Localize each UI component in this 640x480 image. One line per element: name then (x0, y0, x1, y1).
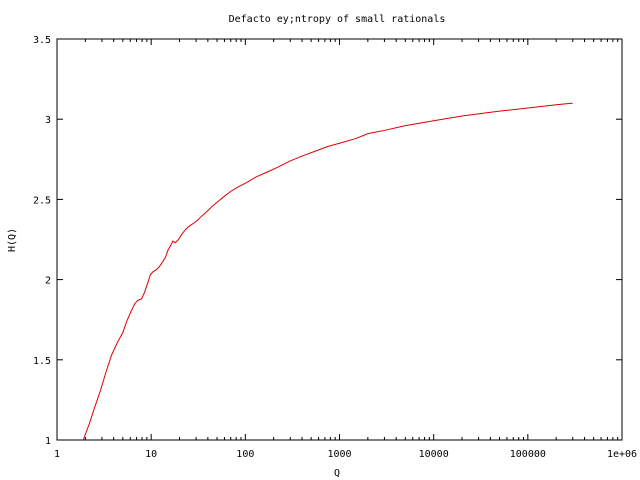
y-tick-label: 1.5 (33, 356, 51, 367)
x-tick-label: 1000 (327, 449, 351, 460)
y-axis-label: H(Q) (7, 228, 18, 252)
y-axis: 1 1.5 2 2.5 3 3.5 (33, 35, 622, 447)
y-tick-label: 2 (45, 276, 51, 287)
y-tick-label: 3.5 (33, 35, 51, 46)
y-tick-label: 1 (45, 436, 51, 447)
x-tick-label: 10 (145, 449, 157, 460)
plot-frame (56, 38, 623, 441)
y-tick-label: 2.5 (33, 195, 51, 206)
y-tick-label: 3 (45, 115, 51, 126)
series-layer (82, 102, 573, 441)
chart-title: Defacto ey;ntropy of small rationals (229, 14, 446, 25)
x-tick-label: 10000 (419, 449, 449, 460)
x-tick-label: 1 (54, 449, 60, 460)
x-tick-label: 1e+06 (607, 449, 637, 460)
x-tick-label: 100000 (510, 449, 546, 460)
x-axis-label: Q (334, 468, 340, 479)
x-axis: 1 10 100 1000 10000 100000 1e+06 (54, 39, 637, 460)
series-line-0 (82, 102, 573, 441)
x-tick-label: 100 (236, 449, 254, 460)
